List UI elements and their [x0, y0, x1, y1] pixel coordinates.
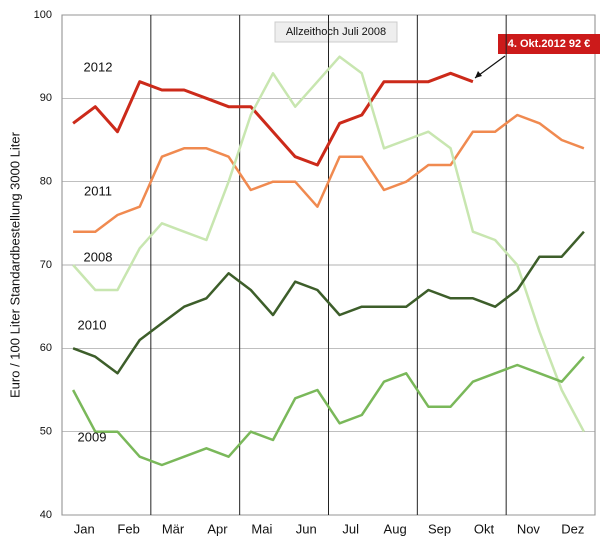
x-tick-label: Aug — [384, 521, 407, 536]
x-tick-label: Jan — [74, 521, 95, 536]
x-tick-label: Mär — [162, 521, 185, 536]
y-tick-label: 40 — [40, 509, 52, 521]
series-label: 2012 — [84, 59, 113, 74]
x-tick-label: Sep — [428, 521, 451, 536]
series-label: 2011 — [84, 183, 112, 198]
y-tick-label: 80 — [40, 176, 52, 188]
x-tick-label: Jun — [296, 521, 317, 536]
series-line — [72, 230, 585, 375]
y-axis-label: Euro / 100 Liter Standardbestellung 3000… — [7, 131, 22, 398]
y-tick-label: 50 — [40, 426, 52, 438]
x-tick-label: Nov — [517, 521, 541, 536]
x-tick-label: Mai — [251, 521, 272, 536]
x-tick-label: Feb — [117, 521, 139, 536]
annotation-box — [274, 21, 398, 43]
series-label: 2008 — [84, 249, 113, 264]
series-label: 2009 — [78, 429, 107, 444]
series-line — [73, 113, 585, 233]
x-tick-label: Dez — [561, 521, 584, 536]
series-line — [72, 71, 474, 167]
x-tick-label: Apr — [207, 521, 228, 536]
x-tick-label: Okt — [474, 521, 495, 536]
series-line — [71, 355, 585, 467]
annotation: Allzeithoch Juli 2008 — [286, 26, 386, 38]
y-tick-label: 70 — [40, 259, 52, 271]
arrow-head — [475, 71, 482, 78]
x-tick-label: Jul — [342, 521, 359, 536]
y-tick-label: 100 — [34, 9, 52, 21]
series-label: 2010 — [78, 317, 107, 332]
annotation-box — [498, 34, 600, 54]
y-tick-label: 60 — [40, 342, 52, 354]
y-tick-label: 90 — [40, 92, 52, 104]
annotation: 4. Okt.2012 92 € — [508, 38, 591, 50]
series-line — [72, 55, 586, 433]
